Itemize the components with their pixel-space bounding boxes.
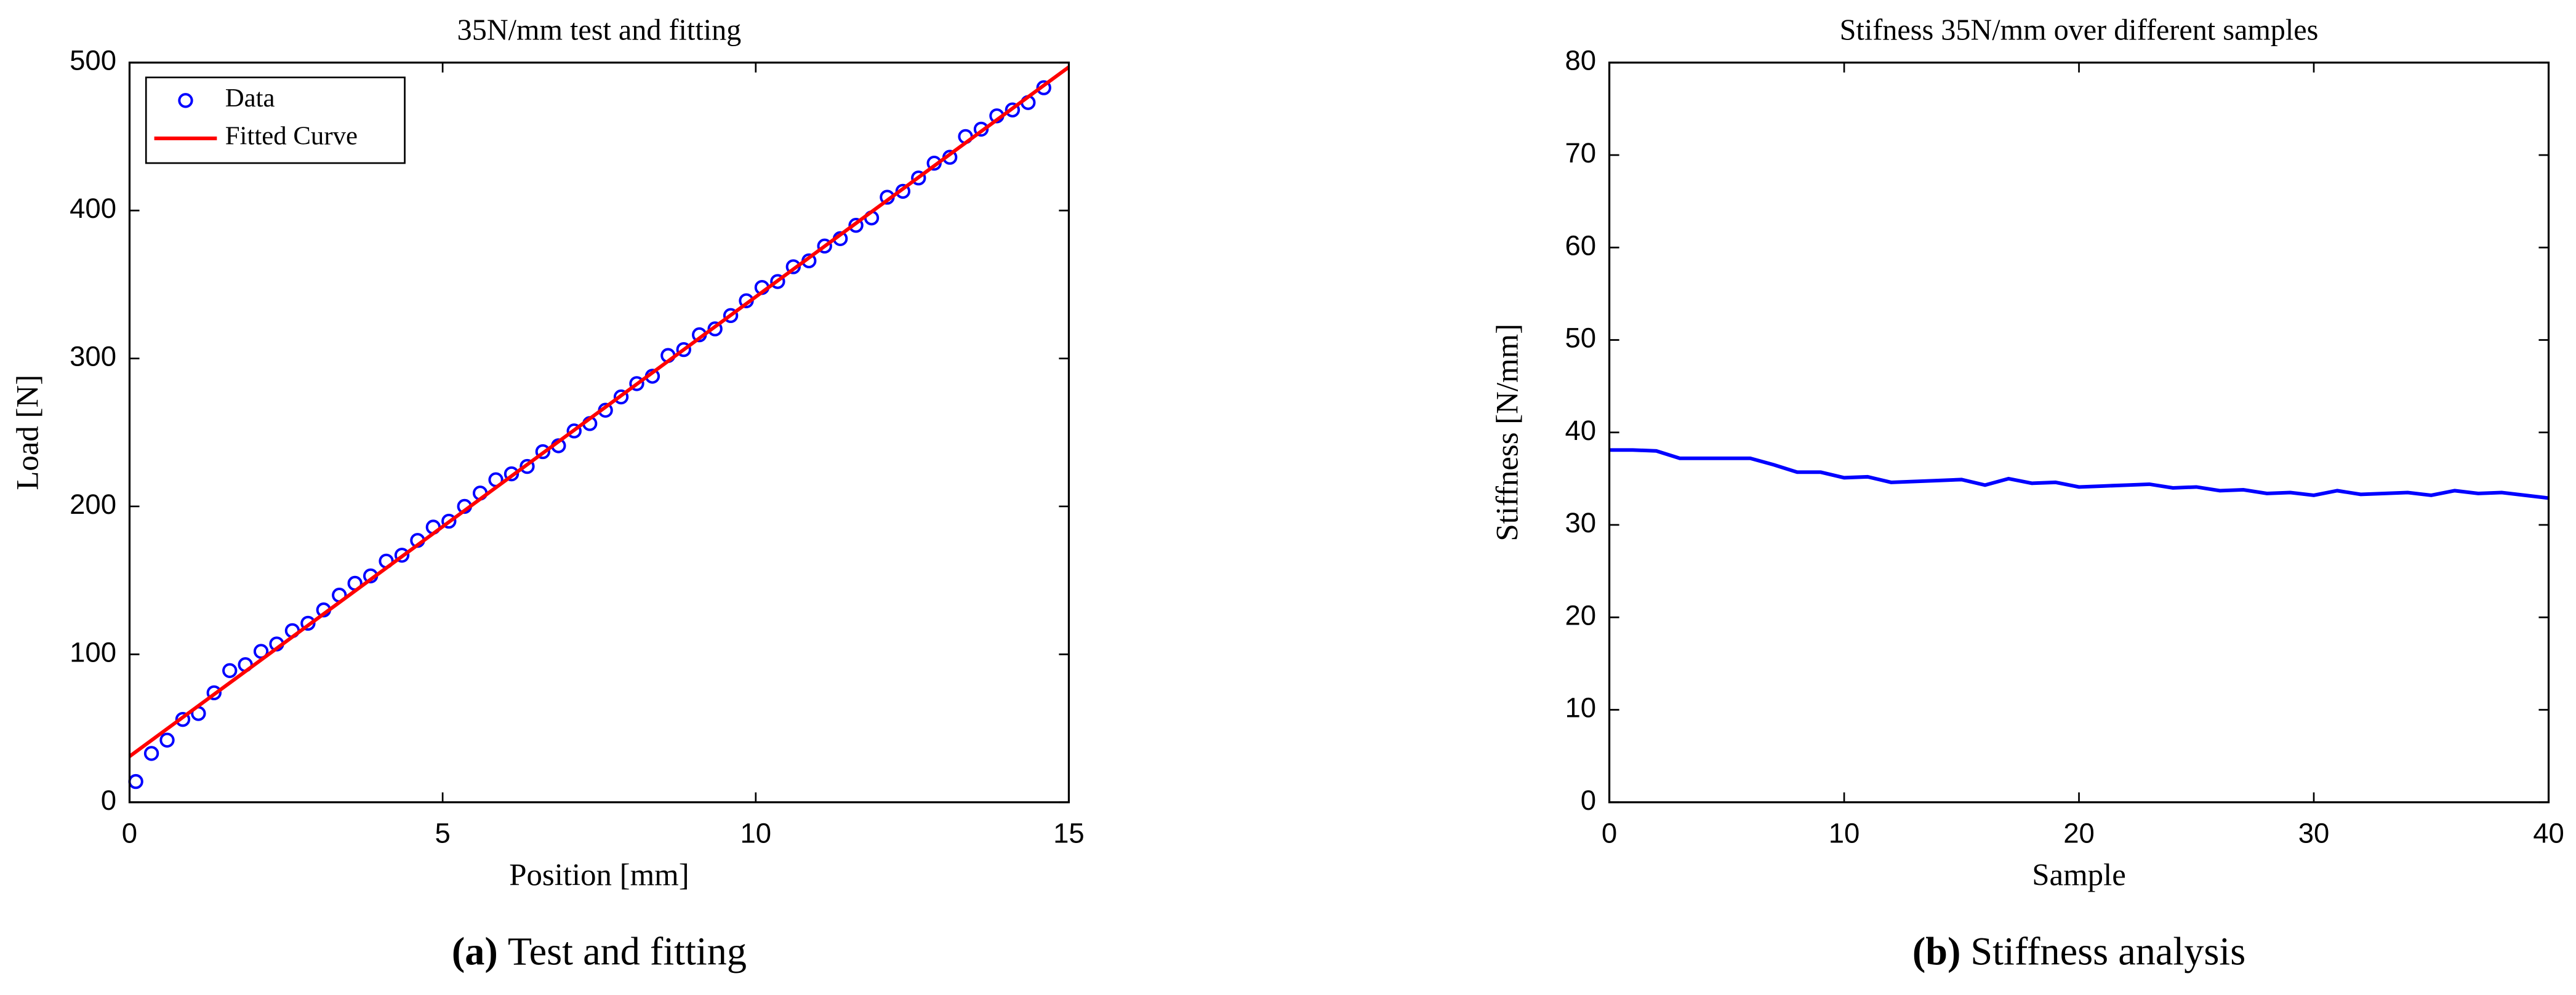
legend-marker [178, 93, 193, 108]
data-point [535, 444, 551, 460]
x-tick-label: 30 [2298, 817, 2330, 849]
caption-tag: (a) [452, 929, 498, 973]
legend-label: Fitted Curve [225, 122, 358, 151]
caption: (a) Test and fitting [452, 929, 747, 973]
x-tick-label: 40 [2533, 817, 2564, 849]
legend-label: Data [225, 84, 275, 113]
data-point [770, 274, 785, 289]
data-point [723, 308, 739, 324]
x-tick-label: 10 [1829, 817, 1860, 849]
data-point [707, 321, 723, 337]
axes-box [128, 62, 1070, 804]
data-point [566, 423, 582, 439]
data-point [159, 732, 175, 748]
x-tick-label: 0 [122, 817, 137, 849]
x-tick-label: 0 [1602, 817, 1617, 849]
data-point [206, 685, 222, 701]
y-tick-label: 20 [1565, 599, 1597, 631]
data-point [441, 513, 457, 529]
y-axis-label: Stiffness [N/mm] [1491, 324, 1525, 541]
y-tick-label: 0 [1581, 785, 1596, 816]
x-axis-label: Sample [2032, 858, 2126, 893]
y-tick-label: 80 [1565, 45, 1597, 76]
caption: (b) Stiffness analysis [1912, 929, 2245, 973]
axes-box [1608, 62, 2550, 804]
data-point [676, 342, 691, 358]
y-tick-label: 500 [70, 45, 116, 76]
y-tick-label: 0 [101, 785, 116, 816]
data-point [504, 466, 520, 482]
caption-text: Stiffness analysis [1970, 929, 2245, 973]
y-tick-label: 70 [1565, 137, 1597, 169]
x-tick-label: 5 [435, 817, 450, 849]
y-tick-label: 60 [1565, 230, 1597, 261]
chart-panel: Stifness 35N/mm over different samples Sa… [1491, 14, 2564, 973]
data-point [222, 663, 238, 678]
x-tick-label: 10 [740, 817, 771, 849]
data-point [973, 121, 989, 137]
y-tick-label: 300 [70, 341, 116, 372]
chart-title: 35N/mm test and fitting [457, 14, 742, 47]
data-point [1005, 102, 1021, 118]
caption-tag: (b) [1912, 929, 1961, 973]
data-point [911, 170, 926, 186]
data-point [175, 711, 191, 727]
y-axis-label: Load [N] [11, 375, 46, 490]
data-line [1609, 448, 2549, 500]
data-point [848, 217, 864, 233]
x-tick-label: 15 [1053, 817, 1085, 849]
x-axis-label: Position [mm] [509, 858, 689, 893]
y-tick-label: 40 [1565, 415, 1597, 446]
data-point [1036, 80, 1051, 95]
chart-panel: 35N/mm test and fitting Position [mm] Load… [11, 14, 1085, 973]
plot-area [1609, 62, 2549, 802]
data-point [817, 238, 832, 254]
y-tick-label: 10 [1565, 692, 1597, 724]
legend: Data Fitted Curve [145, 76, 406, 164]
plot-area [129, 62, 1069, 802]
chart-title: Stifness 35N/mm over different samples [1840, 14, 2319, 47]
data-point [300, 615, 316, 631]
y-tick-label: 400 [70, 193, 116, 224]
y-tick-label: 50 [1565, 322, 1597, 354]
caption-text: Test and fitting [508, 929, 747, 973]
data-point [520, 458, 535, 474]
y-tick-label: 200 [70, 489, 116, 520]
data-point [143, 746, 159, 761]
data-point [394, 548, 410, 563]
legend-box [145, 76, 406, 164]
data-point [253, 644, 269, 659]
y-tick-label: 30 [1565, 507, 1597, 538]
data-line [128, 65, 1070, 758]
data-point [629, 376, 644, 391]
x-tick-label: 20 [2063, 817, 2095, 849]
y-tick-label: 100 [70, 636, 116, 668]
data-point [613, 389, 629, 405]
